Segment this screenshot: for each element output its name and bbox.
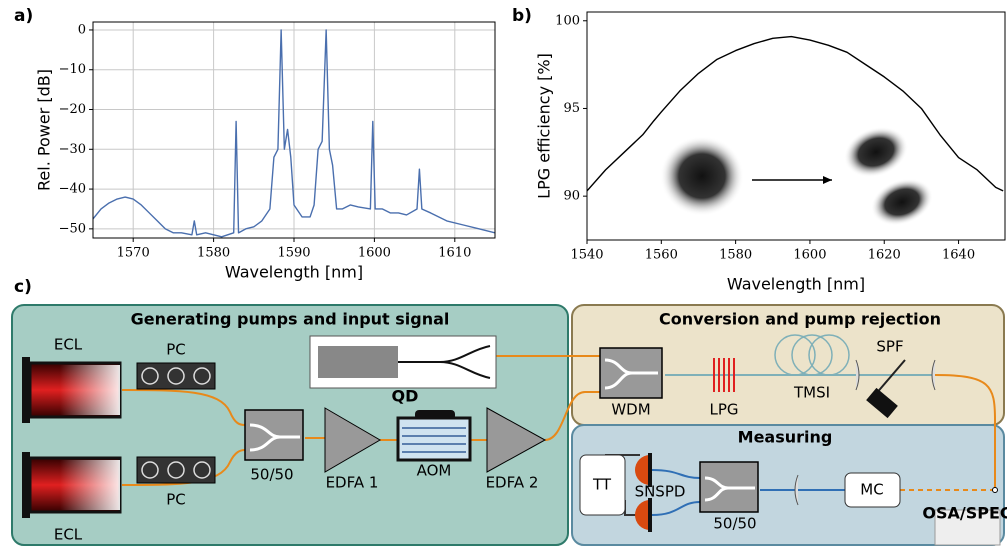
data-line <box>93 29 495 238</box>
label: PC <box>166 341 186 359</box>
y-tick-label: −30 <box>59 142 86 157</box>
y-tick-label: 0 <box>78 22 86 37</box>
plot-area <box>93 29 495 238</box>
y-tick-label: −40 <box>59 182 86 197</box>
axes-frame <box>92 21 496 239</box>
x-tick-label: 1560 <box>645 248 678 263</box>
y-tick-label: −20 <box>59 102 86 117</box>
panel-label: b) <box>512 6 532 26</box>
label: ECL <box>54 526 83 544</box>
label: 50/50 <box>250 466 293 484</box>
label: PC <box>166 491 186 509</box>
y-axis-label: LPG efficiency [%] <box>535 53 554 199</box>
x-tick-label: 1580 <box>719 248 752 263</box>
label: QD <box>392 387 419 406</box>
x-tick-label: 1580 <box>197 246 230 261</box>
x-axis-label: Wavelength [nm] <box>727 275 865 294</box>
label: OSA/SPEC <box>922 504 1007 523</box>
data-line <box>587 35 1004 192</box>
label: TT <box>592 476 612 494</box>
y-tick-label: −50 <box>59 221 86 236</box>
section-box <box>571 424 1005 546</box>
axes-frame <box>586 11 1006 241</box>
y-tick-label: 90 <box>563 189 580 204</box>
y-tick-label: 95 <box>563 101 580 116</box>
x-tick-label: 1570 <box>117 246 150 261</box>
x-tick-label: 1600 <box>358 246 391 261</box>
plot-area <box>587 35 1004 192</box>
label: EDFA 2 <box>486 474 539 492</box>
x-tick-label: 1600 <box>793 248 826 263</box>
x-tick-label: 1540 <box>570 248 603 263</box>
y-tick-label: −10 <box>59 62 86 77</box>
x-tick-label: 1640 <box>942 248 975 263</box>
label: 50/50 <box>713 515 756 533</box>
panel-label: c) <box>14 277 32 297</box>
x-tick-label: 1620 <box>868 248 901 263</box>
y-tick-label: 100 <box>555 13 580 28</box>
section-title: Generating pumps and input signal <box>131 310 450 329</box>
x-axis-label: Wavelength [nm] <box>225 263 363 282</box>
label: EDFA 1 <box>326 474 379 492</box>
y-axis-label: Rel. Power [dB] <box>35 69 54 191</box>
beam-inset <box>660 126 933 226</box>
section-title: Conversion and pump rejection <box>659 310 941 329</box>
label: TMSI <box>793 384 830 402</box>
label: AOM <box>417 462 452 480</box>
label: MC <box>860 481 883 499</box>
x-tick-label: 1590 <box>277 246 310 261</box>
label: SPF <box>876 338 903 356</box>
panel-label: a) <box>14 6 33 26</box>
label: SNSPD <box>635 483 686 501</box>
label: LPG <box>709 401 738 419</box>
x-tick-label: 1610 <box>438 246 471 261</box>
diagram: Generating pumps and input signal Conver… <box>11 304 1007 546</box>
section-title: Measuring <box>738 428 833 447</box>
label: ECL <box>54 336 83 354</box>
label: WDM <box>611 401 650 419</box>
